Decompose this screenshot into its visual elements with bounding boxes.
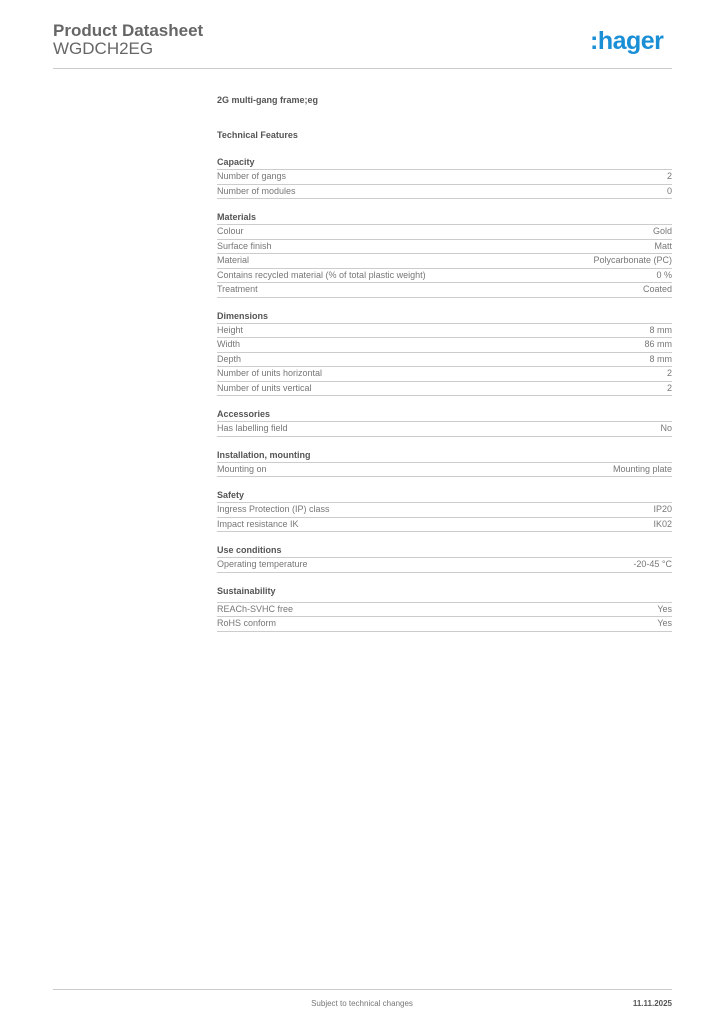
feature-row: Number of units vertical 2 <box>217 382 672 396</box>
feature-value: 8 mm <box>649 353 673 364</box>
feature-value: Matt <box>654 240 672 251</box>
section-heading: Use conditions <box>217 544 672 558</box>
feature-label: Surface finish <box>217 240 272 251</box>
section-heading: Capacity <box>217 156 672 170</box>
feature-value: IK02 <box>653 518 672 529</box>
section-installation-mounting: Installation, mounting Mounting on Mountin… <box>217 449 672 477</box>
footer-date: 11.11.2025 <box>632 999 672 1008</box>
feature-value: Yes <box>657 618 672 628</box>
feature-value: Polycarbonate (PC) <box>593 255 672 265</box>
feature-row: Impact resistance IK IK02 <box>217 518 672 532</box>
feature-value: Coated <box>642 284 672 294</box>
feature-row: Depth 8 mm <box>217 353 673 367</box>
product-code: WGDCH2EG <box>53 39 154 58</box>
feature-label: Width <box>217 339 241 349</box>
feature-label: Number of units vertical <box>217 382 312 393</box>
feature-label: RoHS conform <box>217 618 277 628</box>
section-capacity: Capacity Number of gangs 2 Number of module… <box>217 156 672 199</box>
feature-row: Has labelling field No <box>217 422 672 437</box>
feature-row: RoHS conform Yes <box>217 617 672 632</box>
feature-label: Height <box>217 324 244 335</box>
feature-row: Contains recycled material (% of total p… <box>217 269 672 283</box>
header-divider <box>53 68 672 69</box>
feature-value: Mounting plate <box>612 463 672 474</box>
feature-value: Gold <box>652 226 672 236</box>
feature-label: Mounting on <box>217 463 267 474</box>
section-heading: Installation, mounting <box>217 449 672 463</box>
feature-row: Mounting on Mounting plate <box>217 463 672 477</box>
feature-row: Width 86 mm <box>217 338 672 353</box>
feature-label: Material <box>217 255 250 265</box>
hager-logo: :hager <box>590 27 664 55</box>
feature-value: -20-45 °C <box>633 559 672 569</box>
feature-row: Material Polycarbonate (PC) <box>217 254 672 269</box>
feature-value: 2 <box>666 171 672 181</box>
header-title: Product Datasheet <box>53 21 204 40</box>
feature-label: Number of gangs <box>217 171 287 181</box>
feature-row: Treatment Coated <box>217 283 672 298</box>
feature-label: Depth <box>217 353 242 364</box>
section-accessories: Accessories Has labelling field No <box>217 408 672 437</box>
feature-sections: Capacity Number of gangs 2 Number of module… <box>217 156 672 632</box>
section-heading: Materials <box>217 211 672 225</box>
section-sustainability: Sustainability REACh-SVHC free Yes RoHS con… <box>217 585 672 632</box>
feature-label: Has labelling field <box>217 423 288 433</box>
feature-value: No <box>660 423 672 433</box>
feature-row: Surface finish Matt <box>217 240 672 254</box>
feature-label: Ingress Protection (IP) class <box>217 504 330 514</box>
feature-label: Treatment <box>217 284 258 294</box>
feature-value: 0 % <box>656 269 672 280</box>
footer-note: Subject to technical changes <box>311 999 413 1008</box>
feature-label: Number of modules <box>217 185 296 196</box>
feature-value: Yes <box>657 603 672 614</box>
feature-label: Contains recycled material (% of total p… <box>217 269 426 280</box>
section-safety: Safety Ingress Protection (IP) class IP20 I… <box>217 489 672 532</box>
feature-value: 2 <box>666 368 672 378</box>
feature-value: 8 mm <box>649 324 673 335</box>
feature-row: Operating temperature -20-45 °C <box>217 558 672 573</box>
datasheet-content: 2G multi-gang frame;eg Technical Feature… <box>217 95 672 632</box>
feature-value: 2 <box>666 382 672 393</box>
feature-label: Impact resistance IK <box>217 518 299 529</box>
feature-value: 86 mm <box>644 339 672 349</box>
feature-value: IP20 <box>653 504 672 514</box>
section-use-conditions: Use conditions Operating temperature -20-4… <box>217 544 672 573</box>
footer-divider <box>53 989 672 990</box>
feature-row: Number of gangs 2 <box>217 170 672 185</box>
section-dimensions: Dimensions Height 8 mm Width 86 mm Depth 8 mm N… <box>217 310 673 396</box>
feature-row: REACh-SVHC free Yes <box>217 603 672 617</box>
feature-row: Number of modules 0 <box>217 185 672 199</box>
feature-label: Colour <box>217 226 244 236</box>
section-heading: Dimensions <box>217 310 672 324</box>
section-heading: Accessories <box>217 408 672 422</box>
feature-label: Number of units horizontal <box>217 368 323 378</box>
section-heading: Sustainability <box>217 585 672 603</box>
feature-label: Operating temperature <box>217 559 308 569</box>
feature-row: Number of units horizontal 2 <box>217 367 672 382</box>
feature-value: 0 <box>666 185 672 196</box>
technical-features-heading: Technical Features <box>217 130 298 140</box>
feature-label: REACh-SVHC free <box>217 603 294 614</box>
product-name: 2G multi-gang frame;eg <box>217 95 319 105</box>
section-heading: Safety <box>217 489 672 503</box>
section-materials: Materials Colour Gold Surface finish Matt Mat… <box>217 211 672 298</box>
feature-row: Ingress Protection (IP) class IP20 <box>217 503 672 518</box>
feature-row: Height 8 mm <box>217 324 673 338</box>
feature-row: Colour Gold <box>217 225 672 240</box>
